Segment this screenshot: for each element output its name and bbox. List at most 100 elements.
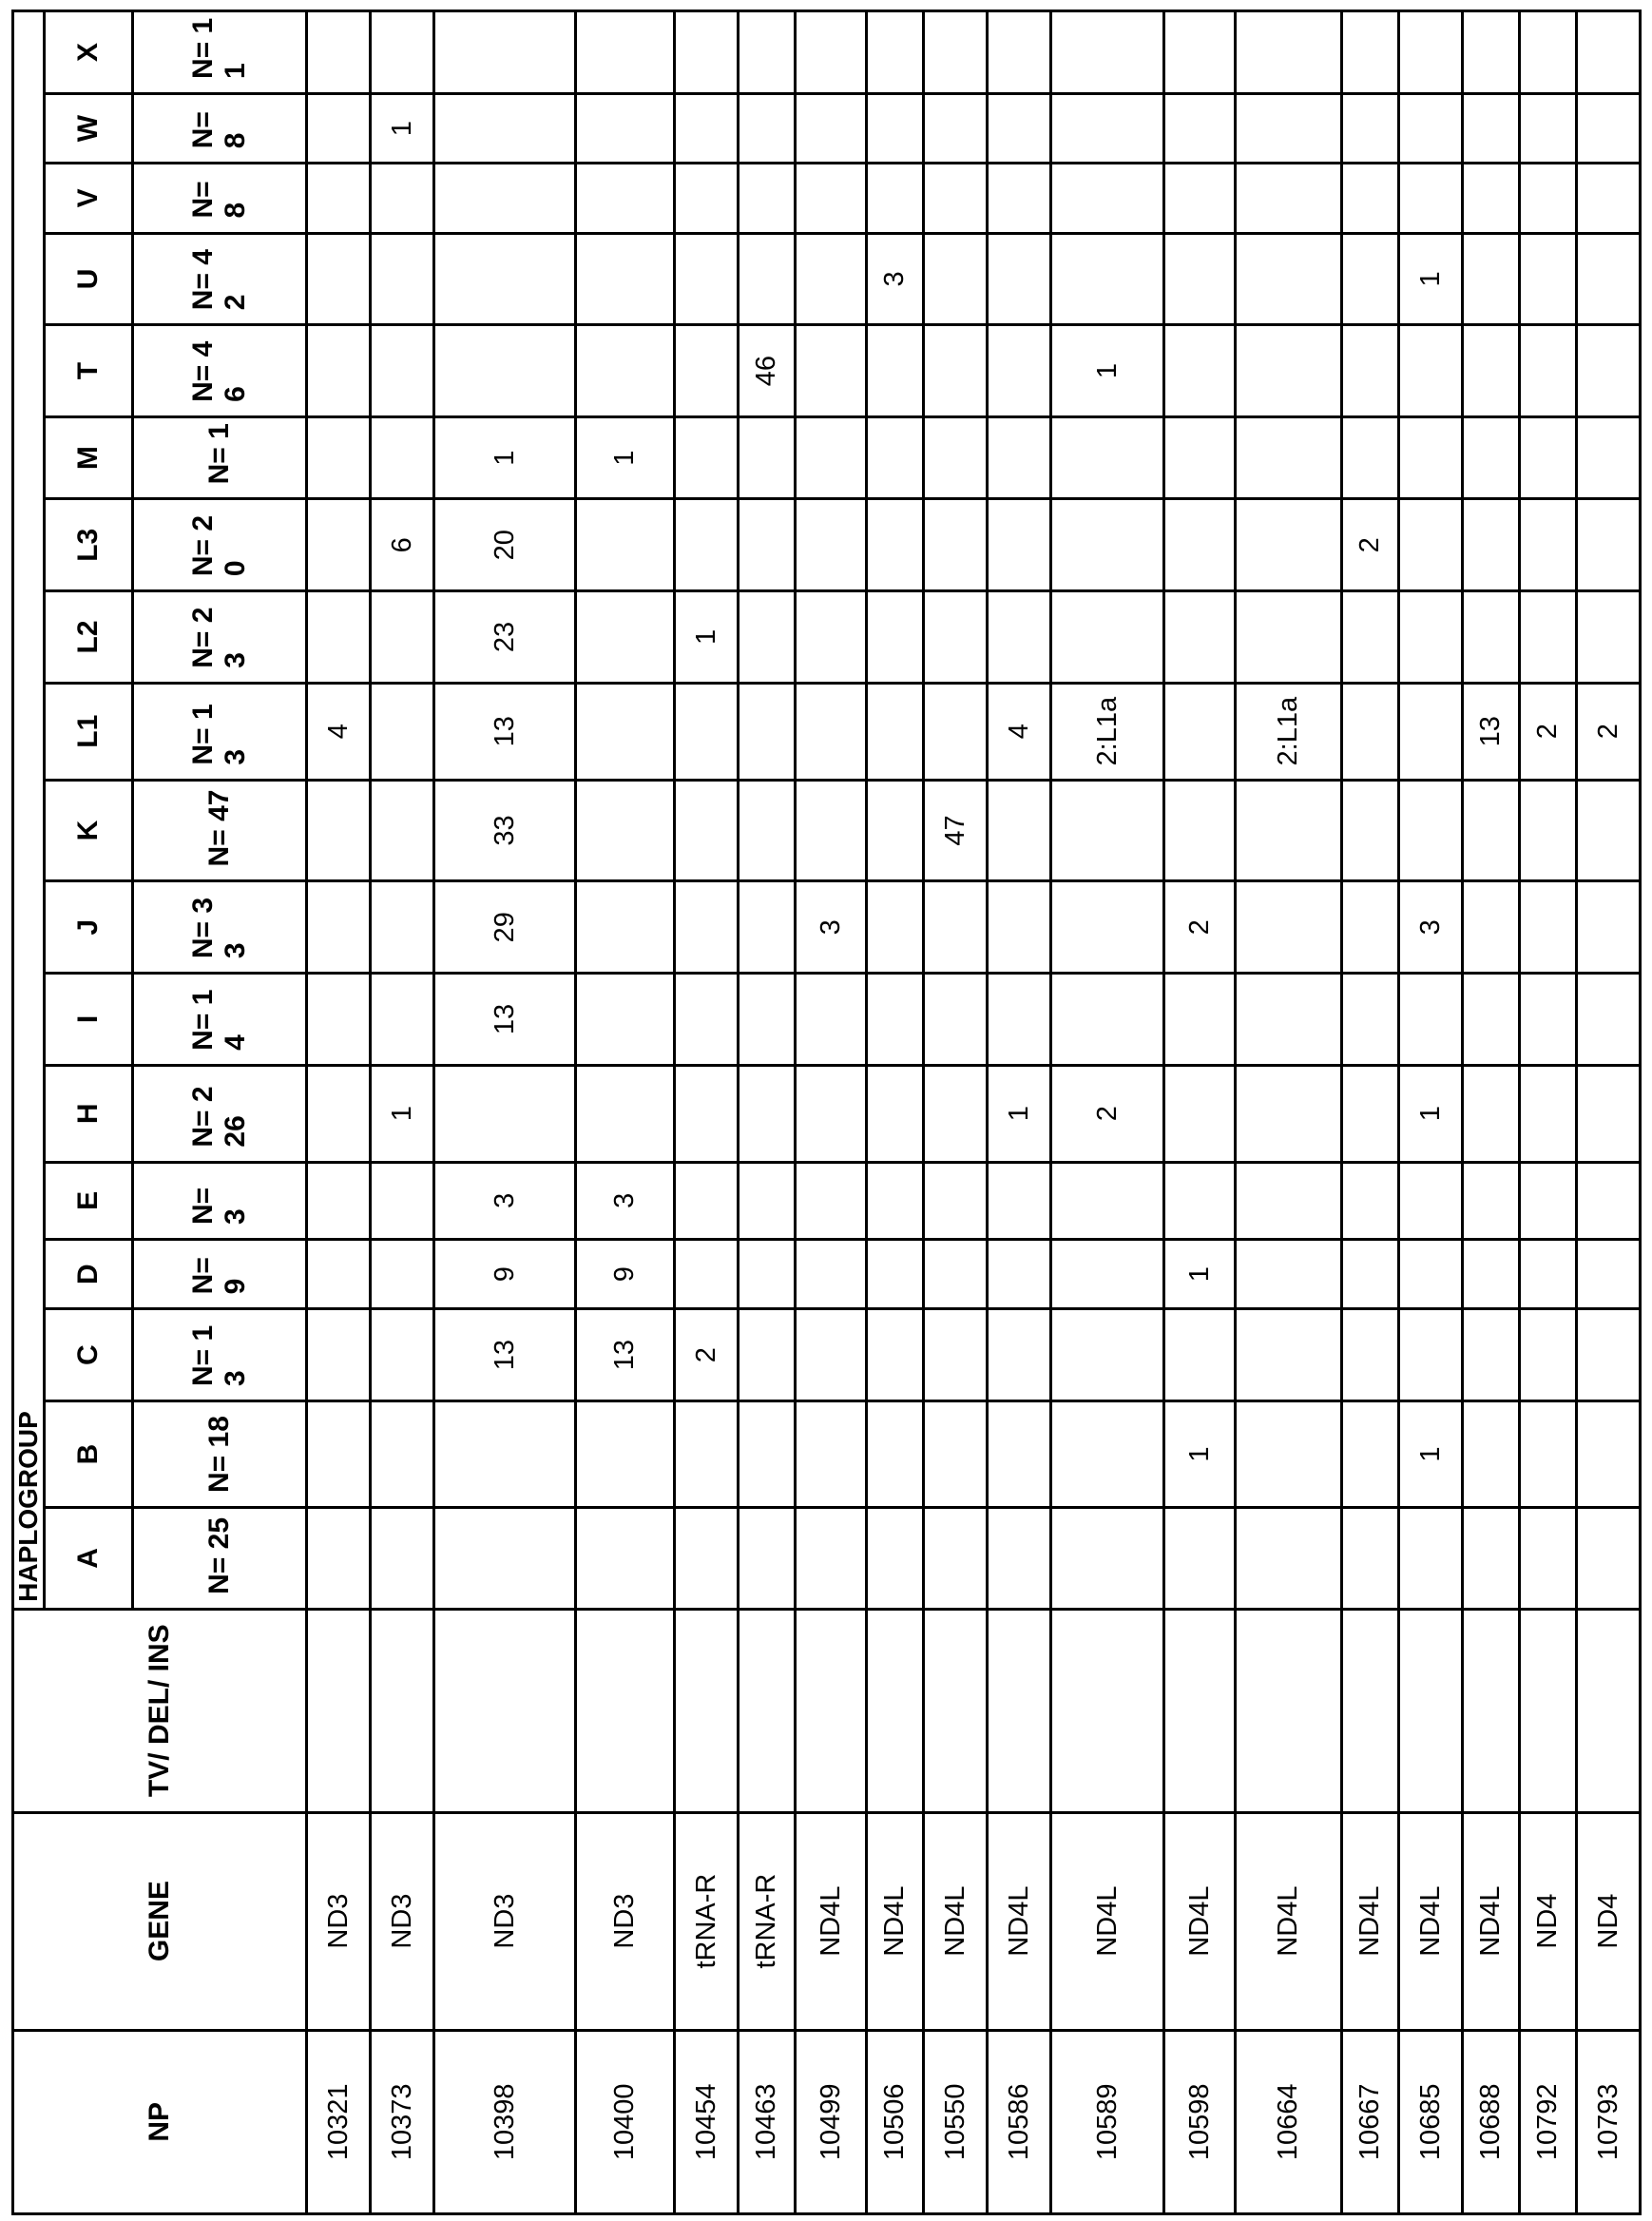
- table-row: 10667ND4L2: [1342, 11, 1399, 2214]
- haplogroup-count-cell: [739, 591, 796, 684]
- haplogroup-count-cell: 2: [1520, 683, 1577, 780]
- haplogroup-count-cell: 6: [371, 499, 434, 591]
- haplogroup-count-cell: [867, 1507, 924, 1609]
- haplogroup-count-cell: [1577, 974, 1641, 1066]
- haplogroup-count-cell: [1236, 93, 1342, 163]
- haplogroup-count-cell: 1: [1164, 1240, 1236, 1309]
- haplogroup-count-cell: 33: [434, 780, 576, 881]
- haplogroup-count-cell: [988, 416, 1051, 499]
- haplogroup-count-cell: 2: [1342, 499, 1399, 591]
- haplogroup-count-cell: [1342, 1507, 1399, 1609]
- haplogroup-count-cell: [1520, 1401, 1577, 1508]
- haplogroup-count-cell: [796, 499, 867, 591]
- tv-del-ins-cell: [1463, 1609, 1520, 1812]
- haplogroup-count-cell: [1051, 974, 1164, 1066]
- haplogroup-count-cell: [1236, 233, 1342, 325]
- haplogroup-sample-size: N= 13: [133, 1309, 307, 1401]
- haplogroup-sample-size: N= 42: [133, 233, 307, 325]
- haplogroup-count-cell: [796, 1240, 867, 1309]
- haplogroup-count-cell: [1520, 164, 1577, 233]
- np-cell: 10589: [1051, 2030, 1164, 2213]
- haplogroup-count-cell: [988, 1240, 1051, 1309]
- haplogroup-count-cell: [576, 1401, 675, 1508]
- table-row: 10373ND3161: [371, 11, 434, 2214]
- haplogroup-count-cell: [1236, 1065, 1342, 1162]
- table-row: 10792ND42: [1520, 11, 1577, 2214]
- haplogroup-count-cell: [1520, 93, 1577, 163]
- haplogroup-count-cell: [988, 1507, 1051, 1609]
- haplogroup-count-cell: [1236, 881, 1342, 974]
- haplogroup-sample-size: N= 8: [133, 93, 307, 163]
- haplogroup-count-cell: [1463, 780, 1520, 881]
- haplogroup-count-cell: [307, 93, 371, 163]
- table-row: 10499ND4L3: [796, 11, 867, 2214]
- gene-cell: ND3: [307, 1812, 371, 2030]
- np-cell: 10598: [1164, 2030, 1236, 2213]
- gene-cell: ND4L: [1463, 1812, 1520, 2030]
- haplogroup-count-cell: [1399, 974, 1463, 1066]
- haplogroup-count-cell: 1: [434, 416, 576, 499]
- haplogroup-count-cell: [1399, 1240, 1463, 1309]
- haplogroup-count-cell: [1051, 11, 1164, 94]
- haplogroup-count-cell: [924, 591, 988, 684]
- gene-cell: ND3: [371, 1812, 434, 2030]
- haplogroup-count-cell: [739, 1507, 796, 1609]
- haplogroup-count-cell: 23: [434, 591, 576, 684]
- haplogroup-count-cell: [1236, 974, 1342, 1066]
- haplogroup-count-cell: [867, 416, 924, 499]
- np-cell: 10506: [867, 2030, 924, 2213]
- haplogroup-count-cell: [307, 1065, 371, 1162]
- table-row: 10400ND313931: [576, 11, 675, 2214]
- haplogroup-count-cell: 1: [371, 1065, 434, 1162]
- haplogroup-count-cell: [796, 164, 867, 233]
- haplogroup-count-cell: [434, 325, 576, 417]
- table-row: 10398ND313931329331323201: [434, 11, 576, 2214]
- haplogroup-name: D: [45, 1240, 133, 1309]
- haplogroup-count-cell: [1463, 1065, 1520, 1162]
- haplogroup-count-cell: [307, 881, 371, 974]
- haplogroup-name: C: [45, 1309, 133, 1401]
- haplogroup-count-cell: [867, 974, 924, 1066]
- haplogroup-count-cell: [371, 416, 434, 499]
- haplogroup-count-cell: [1164, 1065, 1236, 1162]
- gene-cell: ND4L: [1051, 1812, 1164, 2030]
- haplogroup-count-cell: 9: [576, 1240, 675, 1309]
- haplogroup-count-cell: [867, 591, 924, 684]
- haplogroup-count-cell: 47: [924, 780, 988, 881]
- haplogroup-count-cell: [1342, 683, 1399, 780]
- haplogroup-sample-size: N= 1: [133, 416, 307, 499]
- tv-del-ins-cell: [988, 1609, 1051, 1812]
- haplogroup-count-cell: 1: [1399, 233, 1463, 325]
- haplogroup-count-cell: [1164, 1162, 1236, 1239]
- haplogroup-sample-size: N= 46: [133, 325, 307, 417]
- haplogroup-count-cell: [675, 416, 739, 499]
- haplogroup-count-cell: 13: [1463, 683, 1520, 780]
- haplogroup-count-cell: 2: [1577, 683, 1641, 780]
- haplogroup-count-cell: [371, 11, 434, 94]
- haplogroup-sample-size: N= 226: [133, 1065, 307, 1162]
- gene-cell: ND4L: [1164, 1812, 1236, 2030]
- haplogroup-count-cell: 46: [739, 325, 796, 417]
- haplogroup-count-cell: [924, 683, 988, 780]
- haplogroup-count-cell: [739, 881, 796, 974]
- tv-del-ins-cell: [739, 1609, 796, 1812]
- haplogroup-count-cell: [576, 1507, 675, 1609]
- haplogroup-count-cell: [1520, 325, 1577, 417]
- haplogroup-count-cell: [1236, 11, 1342, 94]
- gene-cell: ND3: [434, 1812, 576, 2030]
- haplogroup-count-cell: [1164, 325, 1236, 417]
- haplogroup-sample-size: N= 13: [133, 683, 307, 780]
- haplogroup-count-cell: [1236, 780, 1342, 881]
- haplogroup-name: A: [45, 1507, 133, 1609]
- haplogroup-count-cell: [867, 93, 924, 163]
- haplogroup-name: B: [45, 1401, 133, 1508]
- haplogroup-count-cell: [1051, 416, 1164, 499]
- haplogroup-count-cell: [924, 1401, 988, 1508]
- haplogroup-count-cell: [739, 1162, 796, 1239]
- haplogroup-count-cell: [576, 164, 675, 233]
- haplogroup-count-cell: [924, 164, 988, 233]
- haplogroup-count-cell: [739, 1309, 796, 1401]
- haplogroup-name: K: [45, 780, 133, 881]
- haplogroup-count-cell: [988, 591, 1051, 684]
